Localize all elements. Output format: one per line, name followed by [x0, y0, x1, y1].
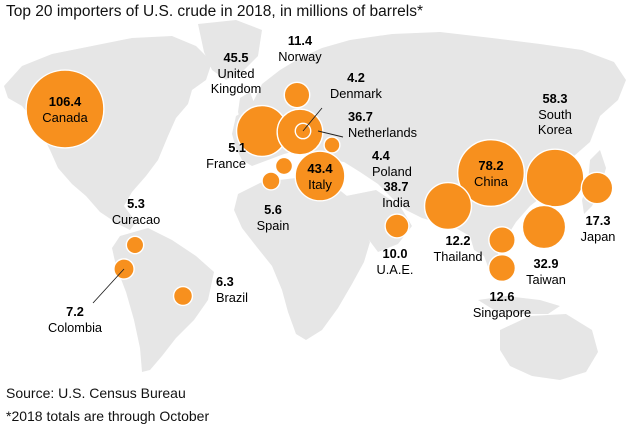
bubble-spain [261, 171, 281, 191]
country-label-japan: Japan [581, 229, 616, 244]
leader-denmark [302, 107, 323, 132]
land-masses [4, 20, 626, 380]
value-label-colombia: 7.2 [66, 304, 84, 319]
bubble-thailand [488, 226, 516, 254]
australia-land [500, 314, 598, 380]
bubble-singapore [487, 253, 517, 283]
greenland-land [198, 20, 262, 80]
bubble-canada [25, 69, 105, 149]
country-label-canada: Canada [42, 110, 88, 125]
source-note: Source: U.S. Census Bureau [6, 385, 186, 401]
country-label-colombia: Colombia [48, 320, 103, 335]
value-label-curacao: 5.3 [127, 196, 145, 211]
eurasia-land [232, 32, 626, 246]
country-label-france: France [206, 156, 246, 171]
country-label-denmark: Denmark [330, 86, 383, 101]
value-label-uk: 45.5 [224, 50, 249, 65]
country-label-india: India [382, 195, 411, 210]
south-america-land [112, 228, 214, 372]
value-label-uae: 10.0 [383, 246, 408, 261]
value-label-thailand: 12.2 [446, 233, 471, 248]
value-label-denmark: 4.2 [347, 70, 365, 85]
value-label-china: 78.2 [478, 158, 503, 173]
country-label-curacao: Curacao [112, 212, 160, 227]
bubble-taiwan [521, 204, 567, 250]
country-label-china: China [474, 174, 509, 189]
country-label-taiwan: Taiwan [526, 272, 566, 287]
bubble-china [456, 138, 526, 208]
country-label-netherlands: Netherlands [348, 125, 417, 140]
country-label-poland: Poland [372, 164, 412, 179]
leader-colombia [92, 268, 125, 304]
footnote: *2018 totals are through October [6, 408, 210, 424]
value-label-france: 5.1 [228, 140, 246, 155]
africa-land [234, 178, 370, 340]
country-label-brazil: Brazil [216, 290, 248, 305]
bubble-poland [323, 136, 341, 154]
bubble-india [423, 181, 473, 231]
value-label-india: 38.7 [384, 179, 409, 194]
country-label-south_korea: South [538, 107, 571, 122]
bubble-uae [384, 213, 410, 239]
country-label-uk: United [218, 66, 255, 81]
bubble-denmark [294, 122, 312, 140]
chart-title: Top 20 importers of U.S. crude in 2018, … [6, 3, 423, 20]
country-label-uae: U.A.E. [377, 262, 414, 277]
value-label-netherlands: 36.7 [348, 109, 373, 124]
value-label-singapore: 12.6 [490, 289, 515, 304]
country-label-south_korea: Korea [538, 122, 573, 137]
value-label-japan: 17.3 [586, 213, 611, 228]
bubble-brazil [172, 285, 194, 307]
bubble-france [274, 156, 294, 176]
value-label-poland: 4.4 [372, 148, 391, 163]
country-label-thailand: Thailand [433, 249, 482, 264]
value-label-brazil: 6.3 [216, 274, 234, 289]
value-label-taiwan: 32.9 [534, 256, 559, 271]
value-label-south_korea: 58.3 [543, 91, 568, 106]
leader-netherlands [317, 130, 344, 138]
bubble-south_korea [525, 148, 585, 208]
country-label-italy: Italy [308, 177, 332, 192]
country-label-norway: Norway [278, 49, 322, 64]
value-label-italy: 43.4 [307, 161, 333, 176]
country-label-spain: Spain [257, 218, 290, 233]
bubble-curacao [125, 235, 145, 255]
value-label-canada: 106.4 [49, 94, 82, 109]
bubble-japan [580, 171, 614, 205]
bubble-netherlands [276, 108, 324, 156]
bubble-norway [283, 81, 311, 109]
value-label-spain: 5.6 [264, 202, 282, 217]
country-label-uk: Kingdom [211, 81, 262, 96]
value-label-norway: 11.4 [288, 33, 313, 48]
country-label-singapore: Singapore [473, 305, 531, 320]
indonesia-land [478, 296, 560, 314]
bubble-italy [294, 150, 346, 202]
